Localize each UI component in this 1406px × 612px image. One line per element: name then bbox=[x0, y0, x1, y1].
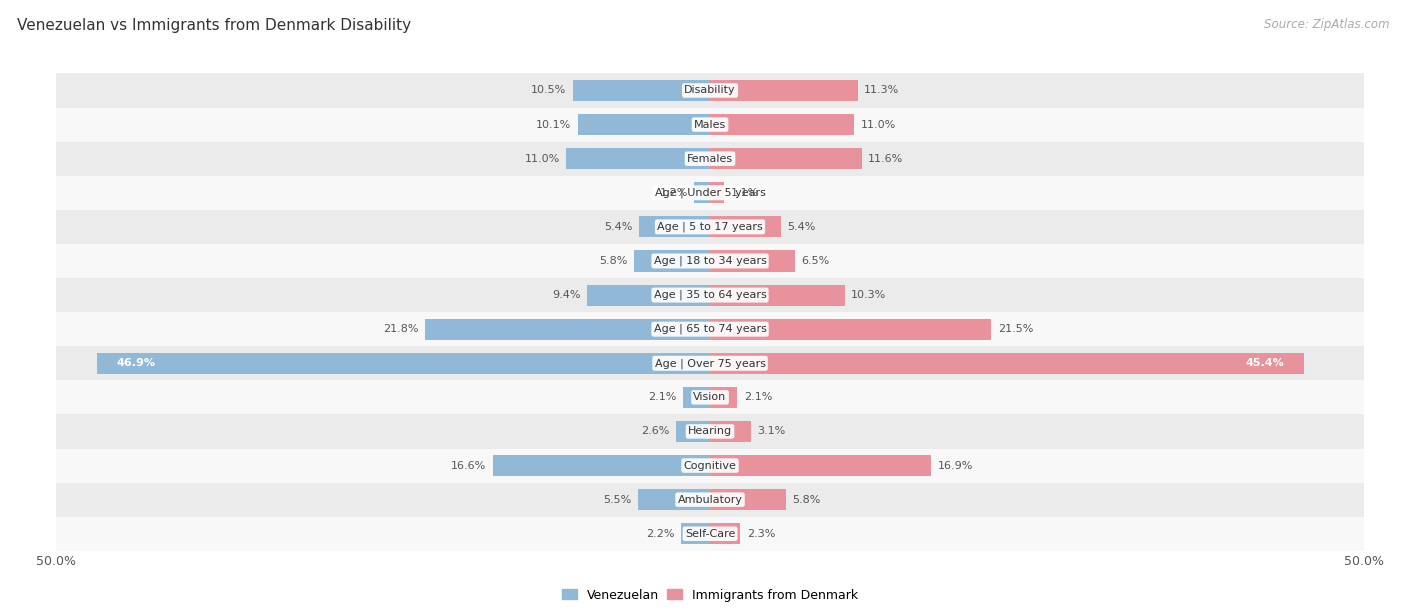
Text: 45.4%: 45.4% bbox=[1246, 358, 1284, 368]
Bar bbox=[572, 80, 710, 101]
Bar bbox=[710, 523, 740, 544]
Bar bbox=[682, 523, 710, 544]
Text: Age | 65 to 74 years: Age | 65 to 74 years bbox=[654, 324, 766, 334]
Text: 11.6%: 11.6% bbox=[869, 154, 904, 163]
Text: Age | Over 75 years: Age | Over 75 years bbox=[655, 358, 765, 368]
Bar bbox=[640, 216, 710, 237]
Bar bbox=[682, 387, 710, 408]
Text: Females: Females bbox=[688, 154, 733, 163]
Bar bbox=[710, 148, 862, 170]
Bar bbox=[56, 312, 1364, 346]
Text: Hearing: Hearing bbox=[688, 427, 733, 436]
Text: Age | Under 5 years: Age | Under 5 years bbox=[655, 187, 765, 198]
Text: Disability: Disability bbox=[685, 86, 735, 95]
Text: 5.8%: 5.8% bbox=[793, 494, 821, 505]
Text: 3.1%: 3.1% bbox=[756, 427, 786, 436]
Text: 5.4%: 5.4% bbox=[787, 222, 815, 232]
Text: 9.4%: 9.4% bbox=[553, 290, 581, 300]
Bar bbox=[710, 455, 931, 476]
Text: Cognitive: Cognitive bbox=[683, 461, 737, 471]
Bar bbox=[56, 141, 1364, 176]
Bar bbox=[588, 285, 710, 305]
Text: 11.3%: 11.3% bbox=[865, 86, 900, 95]
Bar bbox=[56, 449, 1364, 483]
Text: Males: Males bbox=[695, 119, 725, 130]
Bar bbox=[710, 421, 751, 442]
Bar bbox=[56, 414, 1364, 449]
Bar bbox=[56, 346, 1364, 380]
Legend: Venezuelan, Immigrants from Denmark: Venezuelan, Immigrants from Denmark bbox=[557, 584, 863, 606]
Bar bbox=[56, 517, 1364, 551]
Bar bbox=[710, 387, 738, 408]
Text: Ambulatory: Ambulatory bbox=[678, 494, 742, 505]
Text: 10.5%: 10.5% bbox=[531, 86, 567, 95]
Bar bbox=[56, 108, 1364, 141]
Text: 2.3%: 2.3% bbox=[747, 529, 775, 539]
Text: Age | 18 to 34 years: Age | 18 to 34 years bbox=[654, 256, 766, 266]
Bar bbox=[710, 353, 1303, 374]
Text: 5.4%: 5.4% bbox=[605, 222, 633, 232]
Bar bbox=[634, 250, 710, 272]
Bar bbox=[578, 114, 710, 135]
Text: 2.6%: 2.6% bbox=[641, 427, 669, 436]
Bar bbox=[710, 182, 724, 203]
Text: 46.9%: 46.9% bbox=[117, 358, 156, 368]
Text: 2.2%: 2.2% bbox=[647, 529, 675, 539]
Bar bbox=[97, 353, 710, 374]
Bar bbox=[710, 216, 780, 237]
Text: 10.1%: 10.1% bbox=[536, 119, 571, 130]
Text: 16.9%: 16.9% bbox=[938, 461, 973, 471]
Bar bbox=[710, 319, 991, 340]
Text: 10.3%: 10.3% bbox=[851, 290, 887, 300]
Bar bbox=[567, 148, 710, 170]
Text: Age | 35 to 64 years: Age | 35 to 64 years bbox=[654, 290, 766, 300]
Text: Age | 5 to 17 years: Age | 5 to 17 years bbox=[657, 222, 763, 232]
Bar bbox=[56, 176, 1364, 210]
Bar bbox=[425, 319, 710, 340]
Bar bbox=[695, 182, 710, 203]
Text: 1.1%: 1.1% bbox=[731, 188, 759, 198]
Text: 21.8%: 21.8% bbox=[382, 324, 419, 334]
Bar bbox=[56, 483, 1364, 517]
Bar bbox=[710, 285, 845, 305]
Bar bbox=[676, 421, 710, 442]
Bar bbox=[710, 250, 794, 272]
Bar bbox=[56, 380, 1364, 414]
Text: 6.5%: 6.5% bbox=[801, 256, 830, 266]
Text: Vision: Vision bbox=[693, 392, 727, 402]
Bar bbox=[494, 455, 710, 476]
Text: 2.1%: 2.1% bbox=[648, 392, 676, 402]
Text: 2.1%: 2.1% bbox=[744, 392, 772, 402]
Bar bbox=[56, 210, 1364, 244]
Text: 11.0%: 11.0% bbox=[860, 119, 896, 130]
Text: 16.6%: 16.6% bbox=[451, 461, 486, 471]
Text: 5.8%: 5.8% bbox=[599, 256, 627, 266]
Text: 5.5%: 5.5% bbox=[603, 494, 631, 505]
Bar bbox=[56, 73, 1364, 108]
Bar bbox=[638, 489, 710, 510]
Text: 11.0%: 11.0% bbox=[524, 154, 560, 163]
Text: 21.5%: 21.5% bbox=[998, 324, 1033, 334]
Text: 1.2%: 1.2% bbox=[659, 188, 688, 198]
Text: Source: ZipAtlas.com: Source: ZipAtlas.com bbox=[1264, 18, 1389, 31]
Bar bbox=[710, 489, 786, 510]
Text: Venezuelan vs Immigrants from Denmark Disability: Venezuelan vs Immigrants from Denmark Di… bbox=[17, 18, 411, 34]
Bar bbox=[56, 278, 1364, 312]
Bar bbox=[710, 114, 853, 135]
Bar bbox=[710, 80, 858, 101]
Text: Self-Care: Self-Care bbox=[685, 529, 735, 539]
Bar bbox=[56, 244, 1364, 278]
